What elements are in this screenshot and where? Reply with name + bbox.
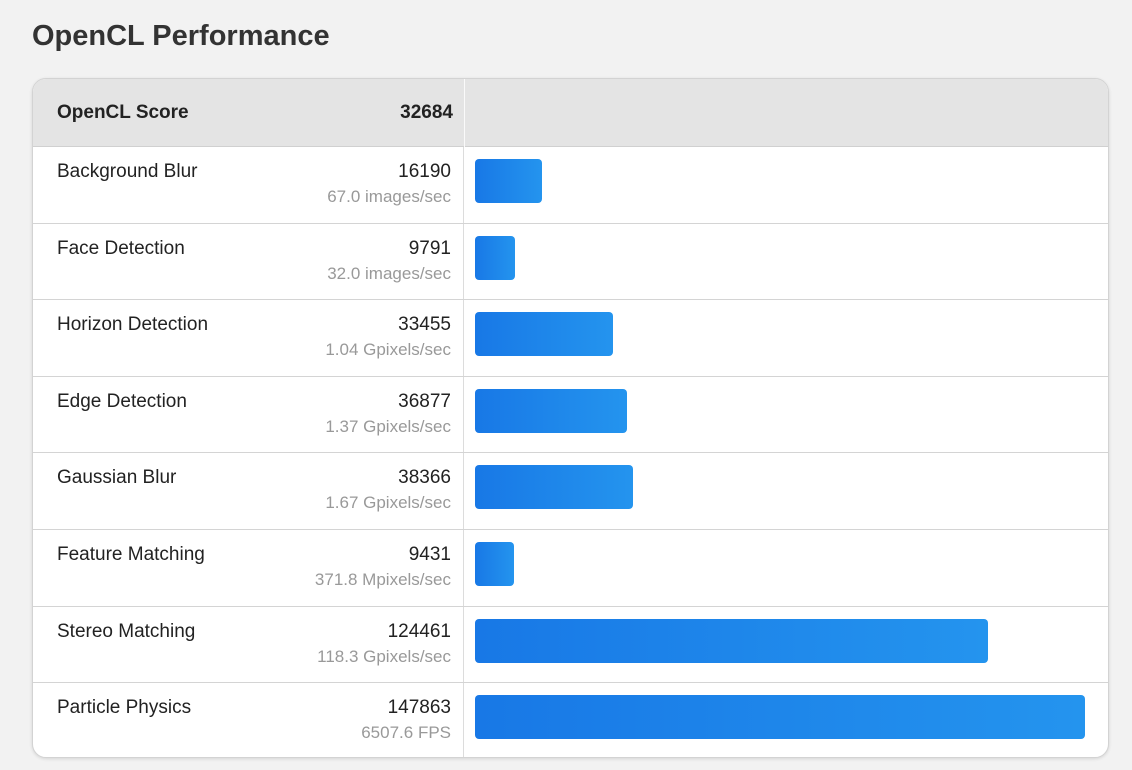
benchmark-name: Feature Matching — [57, 543, 205, 565]
score-bar — [475, 312, 614, 357]
benchmark-score: 124461 — [387, 620, 451, 642]
score-bar — [475, 465, 634, 510]
benchmark-score: 33455 — [398, 314, 451, 336]
benchmark-name: Face Detection — [57, 237, 185, 259]
benchmark-name: Particle Physics — [57, 697, 192, 719]
score-bar — [475, 695, 1085, 740]
benchmark-rate: 1.67 Gpixels/sec — [325, 493, 451, 513]
benchmark-score: 147863 — [387, 697, 451, 719]
benchmark-score: 16190 — [398, 161, 451, 182]
summary-row: OpenCL Score 32684 — [33, 79, 1108, 147]
benchmark-name: Stereo Matching — [57, 620, 196, 642]
benchmark-score: 9431 — [408, 543, 451, 565]
benchmark-name: Background Blur — [57, 161, 198, 182]
score-bar — [475, 618, 989, 663]
benchmark-rate: 1.37 Gpixels/sec — [325, 416, 451, 436]
benchmark-row: Horizon Detection 33455 1.04 Gpixels/sec — [33, 300, 1108, 377]
benchmark-row: Edge Detection 36877 1.37 Gpixels/sec — [33, 376, 1108, 454]
results-table: OpenCL Score 32684 Background Blur 16190 6… — [32, 78, 1109, 758]
benchmark-rate: 1.04 Gpixels/sec — [325, 340, 451, 360]
benchmark-score: 38366 — [398, 467, 451, 489]
benchmark-row: Face Detection 9791 32.0 images/sec — [33, 223, 1108, 301]
score-bar — [475, 235, 516, 280]
benchmark-rate: 371.8 Mpixels/sec — [314, 569, 451, 589]
summary-label: OpenCL Score — [57, 101, 189, 123]
column-divider — [464, 79, 465, 147]
benchmark-rate: 67.0 images/sec — [327, 187, 451, 206]
benchmark-row: Gaussian Blur 38366 1.67 Gpixels/sec — [33, 453, 1108, 530]
benchmark-score: 9791 — [408, 237, 451, 259]
benchmark-name: Horizon Detection — [57, 314, 209, 336]
benchmark-rate: 6507.6 FPS — [361, 723, 451, 743]
benchmark-score: 36877 — [398, 390, 451, 412]
page-title: OpenCL Performance — [32, 20, 330, 52]
score-bar — [475, 159, 542, 203]
benchmark-name: Gaussian Blur — [57, 467, 177, 489]
benchmark-rate: 118.3 Gpixels/sec — [317, 646, 451, 666]
benchmark-row: Particle Physics 147863 6507.6 FPS — [33, 683, 1108, 757]
score-bar — [475, 388, 628, 433]
summary-score: 32684 — [400, 101, 453, 123]
benchmark-rate: 32.0 images/sec — [327, 263, 451, 283]
benchmark-row: Feature Matching 9431 371.8 Mpixels/sec — [33, 529, 1108, 607]
benchmark-name: Edge Detection — [57, 390, 187, 412]
benchmark-row: Stereo Matching 124461 118.3 Gpixels/sec — [33, 606, 1108, 684]
benchmark-row: Background Blur 16190 67.0 images/sec — [33, 147, 1108, 224]
score-bar — [475, 541, 514, 586]
